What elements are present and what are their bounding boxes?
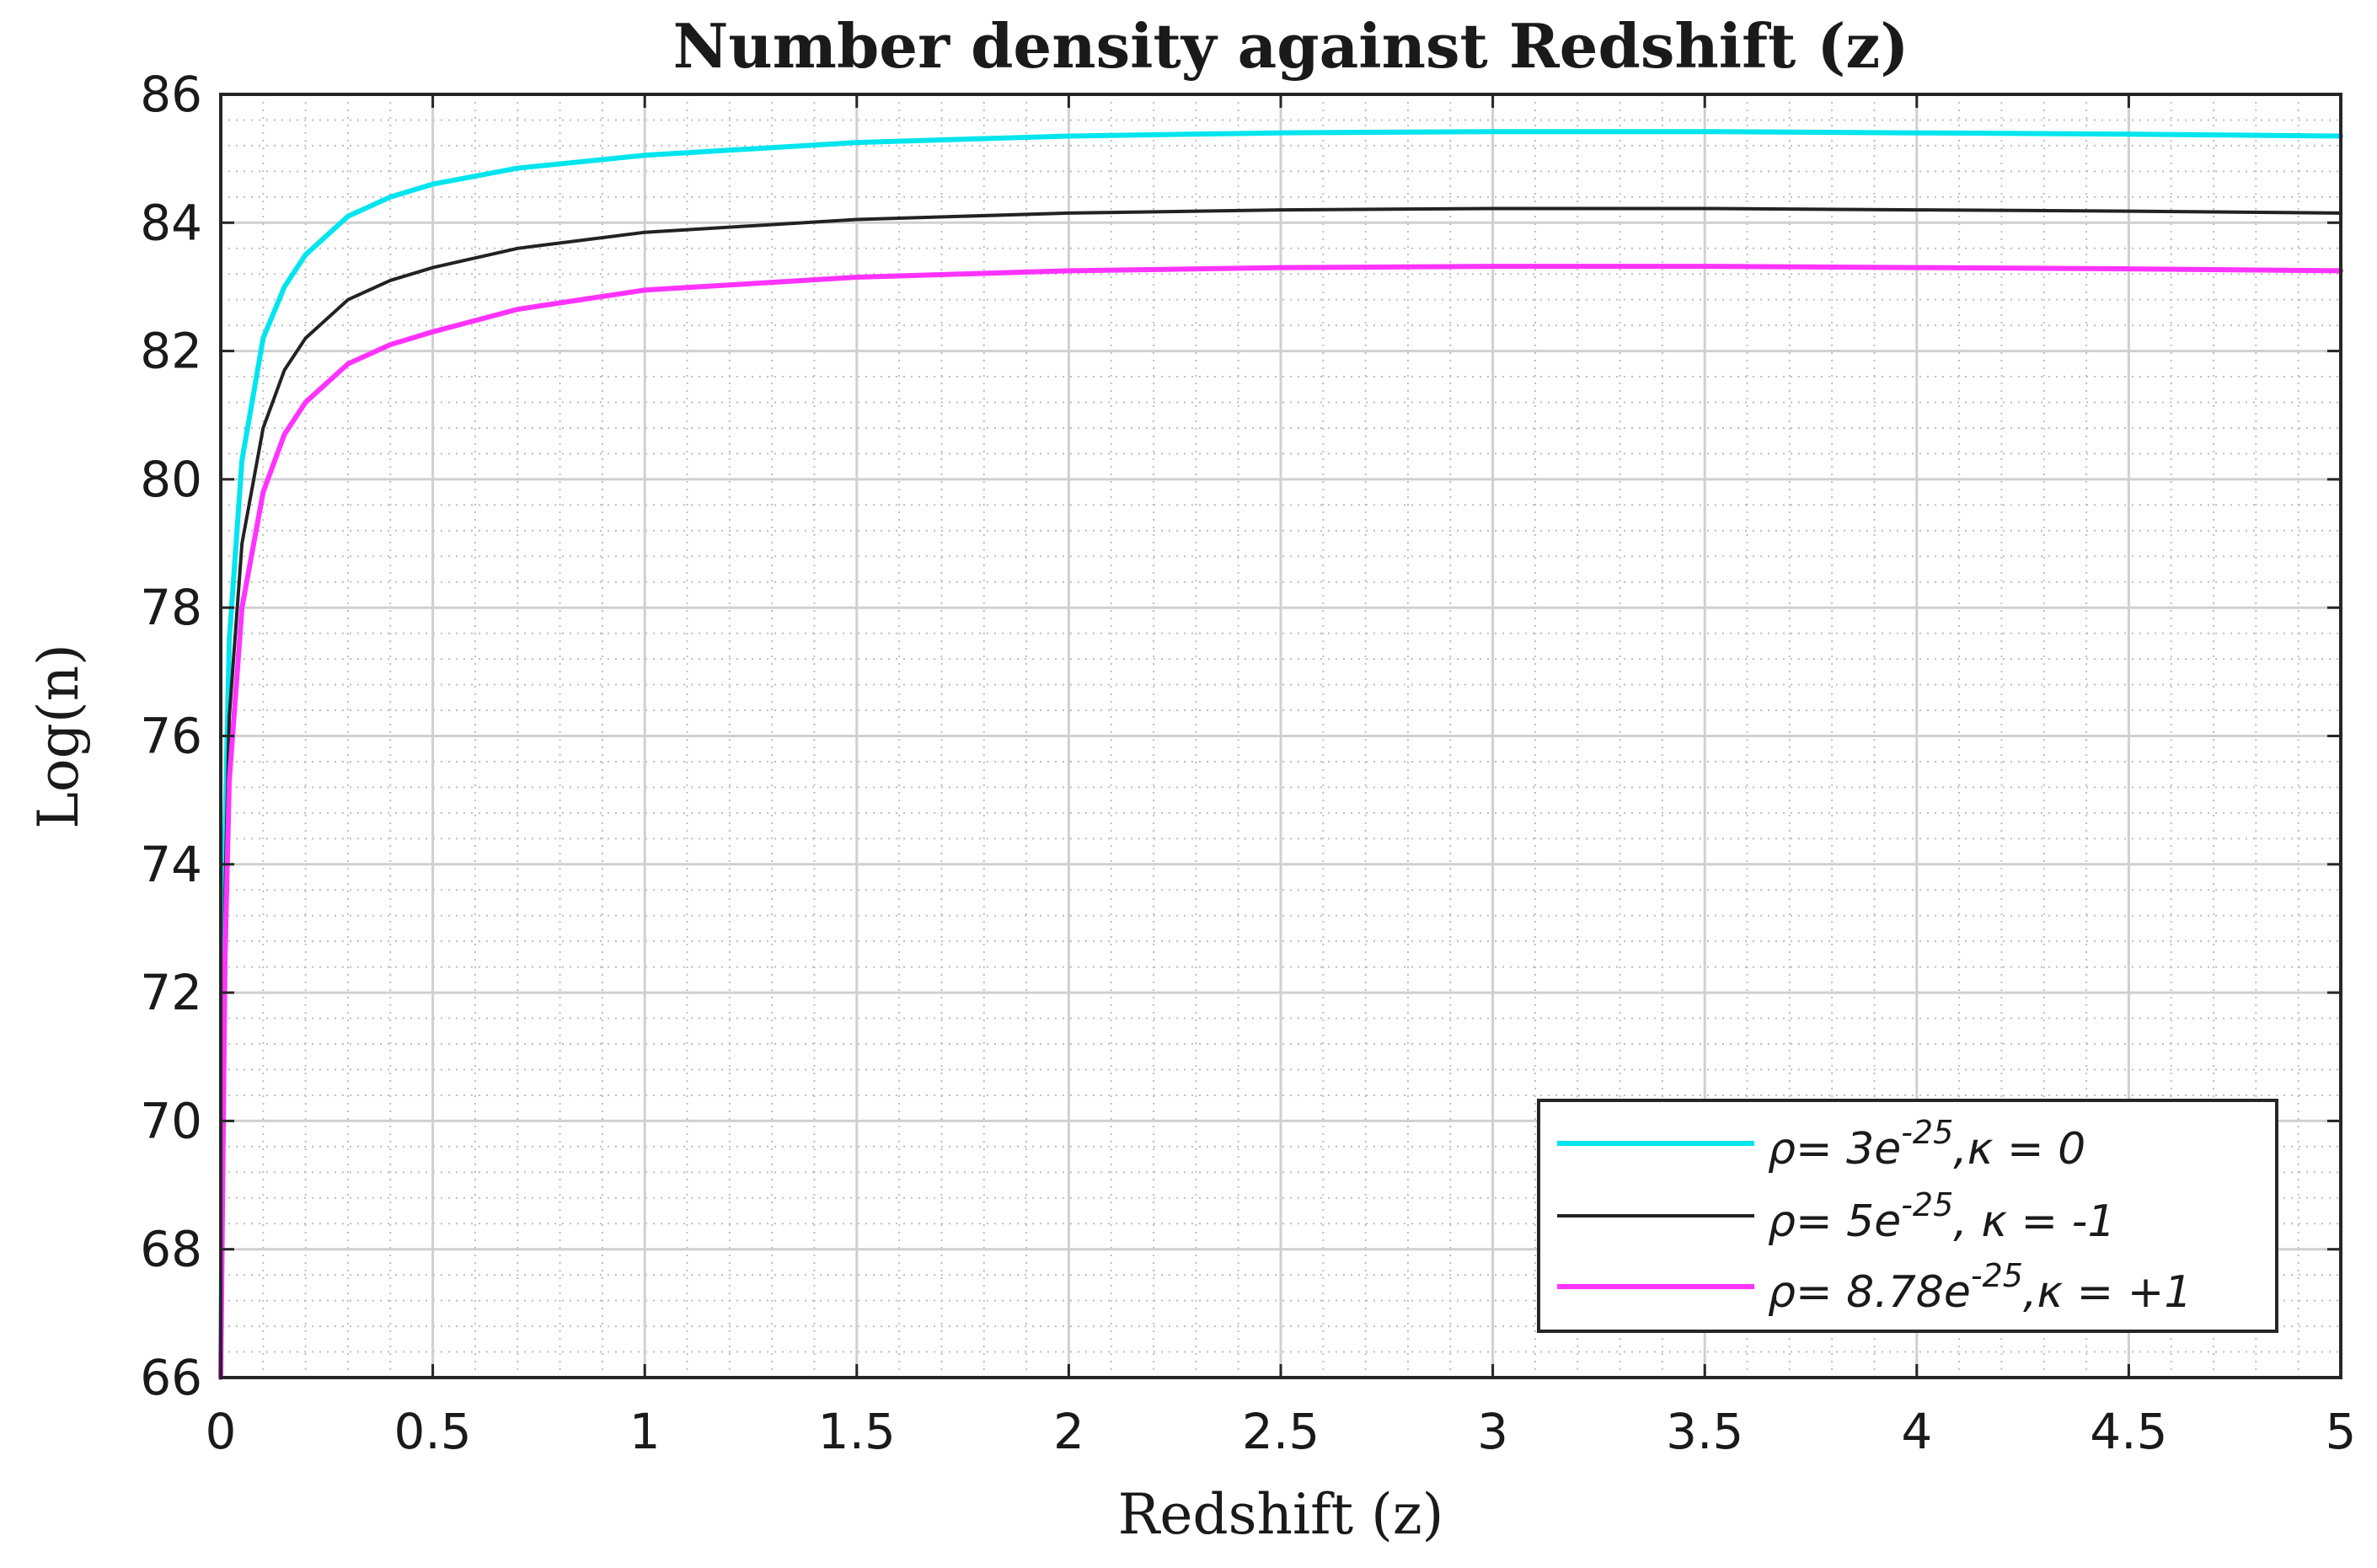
x-tick-label: 1	[629, 1403, 661, 1460]
y-tick-label: 84	[140, 194, 202, 251]
x-tick-label: 3	[1477, 1403, 1508, 1460]
series-line-2	[219, 206, 2342, 1379]
legend: ρ= 3e-25,κ = 0 ρ= 5e-25, κ = -1 ρ= 8.78e-2…	[1537, 1099, 2278, 1333]
x-tick-label: 0	[206, 1403, 237, 1460]
x-axis-label: Redshift (z)	[1118, 1482, 1444, 1547]
y-tick-label: 82	[140, 323, 202, 380]
y-tick-label: 70	[140, 1092, 202, 1149]
y-tick-label: 86	[140, 66, 202, 123]
legend-label-2: ρ= 5e-25, κ = -1	[1768, 1186, 2115, 1247]
y-tick-label: 72	[140, 964, 202, 1021]
y-tick-label: 76	[140, 708, 202, 765]
x-tick-label: 3.5	[1666, 1403, 1743, 1460]
y-tick-label: 74	[140, 836, 202, 893]
series-line-3	[218, 264, 2343, 1380]
x-tick-label: 5	[2326, 1403, 2357, 1460]
x-tick-label: 0.5	[393, 1403, 471, 1460]
y-tick-label: 66	[140, 1349, 202, 1406]
x-tick-label: 4.5	[2090, 1403, 2167, 1460]
series-line-1	[218, 129, 2343, 1380]
y-tick-labels: 66 68 70 72 74 76 78 80 82 84 86	[140, 66, 202, 1406]
x-tick-label: 4	[1901, 1403, 1932, 1460]
legend-label-1: ρ= 3e-25,κ = 0	[1768, 1114, 2085, 1175]
legend-entries: ρ= 3e-25,κ = 0 ρ= 5e-25, κ = -1 ρ= 8.78e-2…	[1557, 1114, 2192, 1318]
x-tick-labels: 0 0.5 1 1.5 2 2.5 3 3.5 4 4.5 5	[206, 1403, 2357, 1460]
tick-marks	[219, 93, 2342, 1379]
x-tick-label: 1.5	[818, 1403, 896, 1460]
legend-label-3: ρ= 8.78e-25,κ = +1	[1768, 1257, 2192, 1318]
chart-title: Number density against Redshift (z)	[673, 10, 1909, 82]
y-tick-label: 68	[140, 1221, 202, 1278]
series-lines	[218, 129, 2343, 1380]
y-tick-label: 78	[140, 579, 202, 636]
y-axis-label: Log(n)	[26, 644, 91, 829]
y-tick-label: 80	[140, 451, 202, 508]
major-grid	[219, 93, 2342, 1379]
x-tick-label: 2	[1053, 1403, 1084, 1460]
x-tick-label: 2.5	[1242, 1403, 1320, 1460]
